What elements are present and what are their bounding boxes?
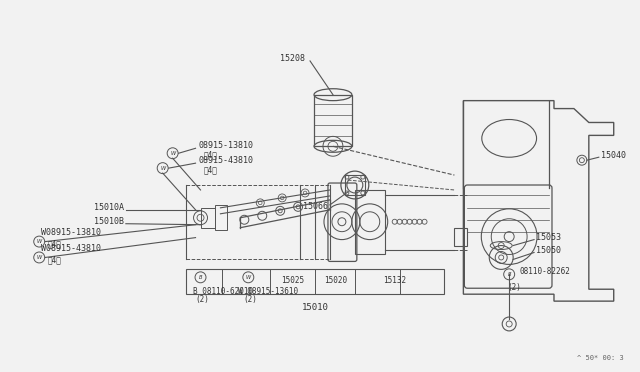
- Bar: [186, 269, 444, 294]
- Text: W: W: [170, 151, 175, 156]
- Text: 15010A: 15010A: [94, 203, 124, 212]
- Text: 15066: 15066: [303, 202, 328, 211]
- Text: （4）: （4）: [47, 239, 61, 248]
- Text: W08915-13810: W08915-13810: [41, 228, 101, 237]
- Text: W 08915-13610: W 08915-13610: [238, 287, 298, 296]
- Bar: [200, 208, 216, 228]
- Text: （4）: （4）: [204, 151, 218, 160]
- Text: 15040: 15040: [601, 151, 626, 160]
- Bar: [355, 190, 385, 254]
- Text: W: W: [36, 239, 42, 244]
- Bar: [314, 95, 352, 146]
- Text: W08915-43810: W08915-43810: [41, 244, 101, 253]
- Text: 15020: 15020: [324, 276, 348, 285]
- Text: B: B: [198, 275, 202, 280]
- Text: (2): (2): [196, 295, 209, 304]
- Text: W: W: [246, 275, 251, 280]
- Bar: [454, 228, 467, 246]
- Text: 08915-43810: 08915-43810: [198, 156, 253, 165]
- Text: (2): (2): [508, 283, 521, 292]
- Text: 15050: 15050: [536, 246, 561, 255]
- Text: （4）: （4）: [204, 166, 218, 174]
- Text: (2): (2): [243, 295, 257, 304]
- Text: 08110-82262: 08110-82262: [519, 267, 570, 276]
- Text: 15132: 15132: [383, 276, 406, 285]
- Bar: [216, 205, 227, 230]
- Text: 15010B: 15010B: [94, 217, 124, 226]
- Text: 08915-13810: 08915-13810: [198, 141, 253, 150]
- Text: W: W: [160, 166, 165, 171]
- Text: 15025: 15025: [282, 276, 305, 285]
- Text: W: W: [36, 255, 42, 260]
- Text: ^ 50* 00: 3: ^ 50* 00: 3: [577, 355, 623, 361]
- Text: （4）: （4）: [47, 255, 61, 264]
- Text: 15208: 15208: [280, 54, 305, 64]
- Text: 15053: 15053: [536, 233, 561, 242]
- Text: B 08110-62010: B 08110-62010: [193, 287, 253, 296]
- Text: 15010: 15010: [301, 302, 328, 312]
- Text: B: B: [508, 272, 511, 277]
- Bar: [345, 175, 365, 195]
